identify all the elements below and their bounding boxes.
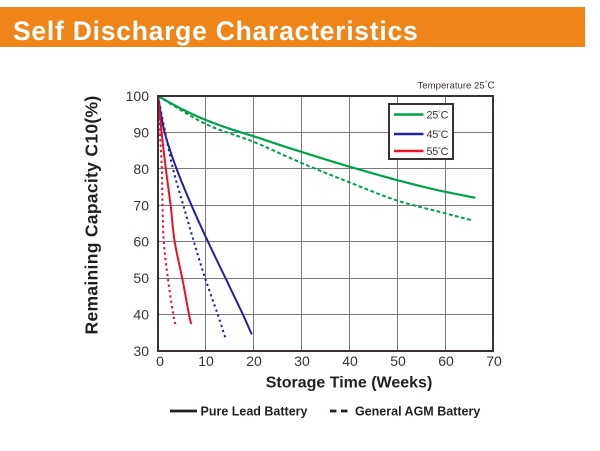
svg-text:Self Discharge Characteristics: Self Discharge Characteristics — [13, 16, 418, 46]
svg-text:20: 20 — [246, 353, 262, 369]
svg-text:60: 60 — [133, 234, 149, 250]
svg-text:70: 70 — [486, 353, 502, 369]
svg-text:40: 40 — [342, 353, 358, 369]
svg-text:50: 50 — [390, 353, 406, 369]
svg-text:30: 30 — [133, 343, 149, 359]
svg-text:0: 0 — [156, 353, 164, 369]
svg-text:25°C: 25°C — [427, 109, 449, 121]
svg-text:Remaining Capacity C10(%): Remaining Capacity C10(%) — [82, 96, 102, 335]
svg-text:Pure Lead Battery: Pure Lead Battery — [201, 405, 308, 419]
svg-text:70: 70 — [133, 197, 149, 213]
svg-text:55°C: 55°C — [427, 146, 449, 158]
svg-text:10: 10 — [198, 353, 214, 369]
svg-text:30: 30 — [294, 353, 310, 369]
svg-text:45°C: 45°C — [427, 129, 449, 141]
svg-text:60: 60 — [438, 353, 454, 369]
svg-text:Storage Time (Weeks): Storage Time (Weeks) — [266, 375, 433, 392]
svg-text:Temperature 25°C: Temperature 25°C — [418, 80, 495, 92]
svg-text:40: 40 — [133, 307, 149, 323]
svg-text:80: 80 — [133, 161, 149, 177]
svg-text:100: 100 — [126, 88, 150, 104]
svg-text:50: 50 — [133, 270, 149, 286]
svg-text:90: 90 — [133, 124, 149, 140]
svg-text:General AGM Battery: General AGM Battery — [355, 405, 480, 419]
